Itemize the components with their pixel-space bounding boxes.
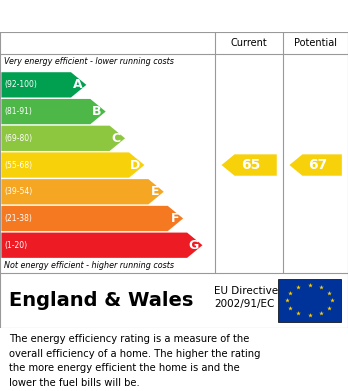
Text: (92-100): (92-100)	[5, 81, 38, 90]
Text: (1-20): (1-20)	[5, 241, 28, 250]
Polygon shape	[222, 154, 277, 176]
Text: Current: Current	[231, 38, 268, 48]
Text: (55-68): (55-68)	[5, 161, 33, 170]
Text: EU Directive
2002/91/EC: EU Directive 2002/91/EC	[214, 286, 278, 309]
Text: G: G	[188, 239, 198, 252]
Polygon shape	[290, 154, 342, 176]
Polygon shape	[1, 72, 86, 97]
Text: C: C	[112, 132, 121, 145]
Text: (69-80): (69-80)	[5, 134, 33, 143]
Text: B: B	[92, 105, 102, 118]
FancyBboxPatch shape	[278, 279, 341, 322]
Text: 67: 67	[308, 158, 327, 172]
Text: Very energy efficient - lower running costs: Very energy efficient - lower running co…	[4, 57, 174, 66]
Text: 65: 65	[242, 158, 261, 172]
Text: Energy Efficiency Rating: Energy Efficiency Rating	[9, 9, 219, 23]
Text: A: A	[72, 78, 82, 91]
Text: F: F	[171, 212, 179, 225]
Text: Potential: Potential	[294, 38, 337, 48]
Text: D: D	[130, 158, 140, 172]
Text: Not energy efficient - higher running costs: Not energy efficient - higher running co…	[4, 261, 174, 270]
Text: The energy efficiency rating is a measure of the
overall efficiency of a home. T: The energy efficiency rating is a measur…	[9, 334, 260, 387]
Polygon shape	[1, 179, 164, 204]
Text: (39-54): (39-54)	[5, 187, 33, 196]
Text: (21-38): (21-38)	[5, 214, 33, 223]
Polygon shape	[1, 233, 203, 258]
Text: England & Wales: England & Wales	[9, 291, 193, 310]
Polygon shape	[1, 126, 125, 151]
Polygon shape	[1, 152, 144, 178]
Polygon shape	[1, 206, 183, 231]
Polygon shape	[1, 99, 106, 124]
Text: E: E	[151, 185, 160, 198]
Text: (81-91): (81-91)	[5, 107, 33, 116]
